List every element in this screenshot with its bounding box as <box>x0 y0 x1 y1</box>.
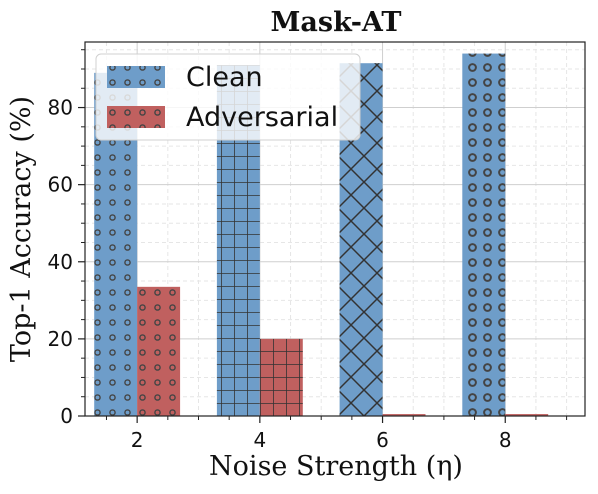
x-axis-label: Noise Strength (η) <box>209 451 463 482</box>
bar-adversarial-6 <box>382 414 426 416</box>
y-tick-label: 40 <box>48 250 73 274</box>
legend-label-clean: Clean <box>186 62 263 93</box>
y-axis-label: Top-1 Accuracy (%) <box>6 96 37 362</box>
chart-title: Mask-AT <box>271 7 402 38</box>
legend-label-adversarial: Adversarial <box>186 102 338 133</box>
x-tick-label: 4 <box>253 428 266 452</box>
legend: Clean Adversarial <box>95 53 361 141</box>
bar-hatch-adversarial-2 <box>137 286 181 416</box>
y-tick-label: 20 <box>48 327 73 351</box>
bar-adversarial-8 <box>505 414 549 416</box>
x-tick-label: 2 <box>131 428 144 452</box>
legend-swatch-hatch <box>107 106 165 128</box>
legend-swatch-hatch <box>107 66 165 88</box>
plot-frame <box>84 41 586 417</box>
x-tick-label: 6 <box>376 428 389 452</box>
y-tick-label: 0 <box>60 404 73 428</box>
y-tick-label: 80 <box>48 96 73 120</box>
x-tick-label: 8 <box>499 428 512 452</box>
bar-hatch-clean-8 <box>462 53 506 416</box>
bar-hatch-adversarial-4 <box>259 338 303 416</box>
y-tick-label: 60 <box>48 173 73 197</box>
